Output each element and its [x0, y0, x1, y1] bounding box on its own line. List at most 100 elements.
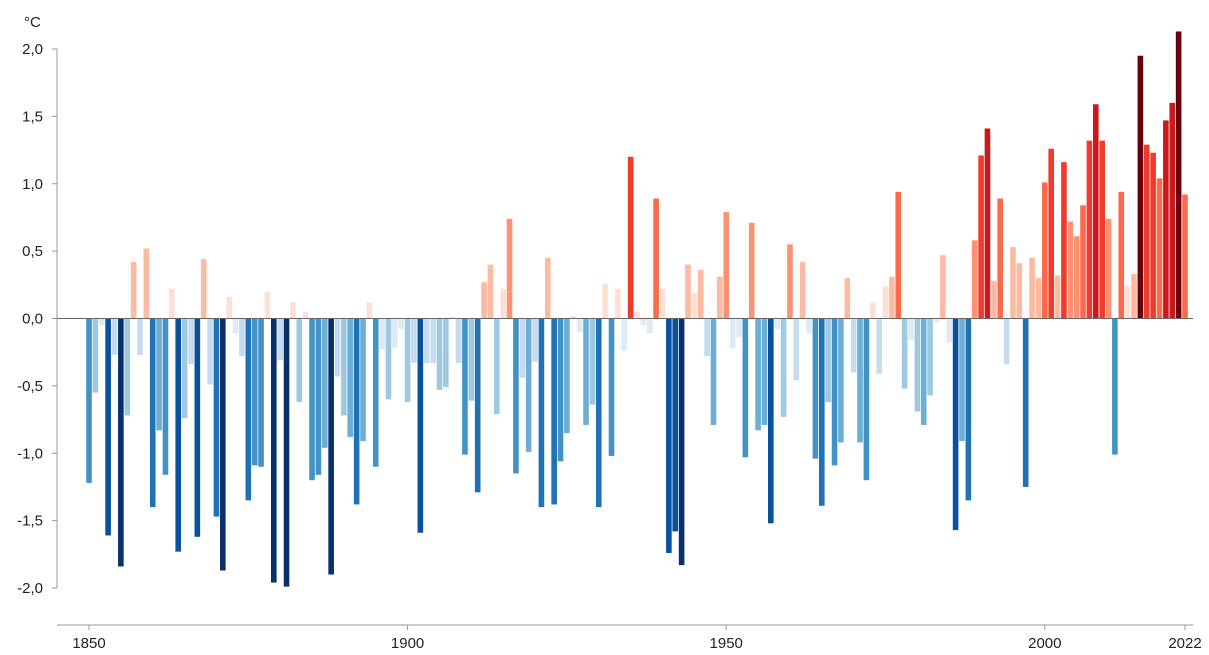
bar-2015 [1137, 55, 1144, 319]
y-axis-unit-label: °C [24, 14, 41, 31]
bar-1863 [169, 288, 175, 319]
bar-1960 [787, 244, 793, 319]
bar-1880 [277, 318, 283, 361]
x-tick-label: 2022 [1168, 635, 1201, 652]
bar-1895 [372, 318, 379, 467]
bar-2011 [1112, 318, 1118, 455]
bar-1929 [589, 318, 596, 405]
bar-1999 [1035, 278, 1042, 319]
bar-1915 [500, 288, 506, 319]
bar-1866 [188, 318, 194, 365]
bar-1994 [1003, 318, 1010, 365]
bar-1911 [474, 318, 481, 493]
bar-1870 [213, 318, 220, 517]
bar-1882 [290, 302, 296, 319]
bar-1964 [812, 318, 819, 459]
bar-1951 [729, 318, 736, 349]
x-tick-label: 2000 [1028, 635, 1061, 652]
bar-1957 [768, 318, 774, 524]
bar-1852 [98, 318, 105, 326]
bar-1860 [149, 318, 156, 508]
bar-2013 [1124, 286, 1131, 319]
bar-1850 [86, 318, 92, 483]
bar-1903 [423, 318, 430, 363]
y-tick-label: 1,0 [22, 176, 43, 193]
bar-1858 [137, 318, 143, 355]
bar-1931 [602, 283, 608, 319]
bar-1963 [806, 318, 812, 334]
bar-1869 [207, 318, 213, 385]
bar-1885 [309, 318, 315, 481]
bar-2016 [1143, 144, 1150, 319]
bar-1919 [525, 318, 532, 452]
x-tick-label: 1850 [72, 635, 105, 652]
bar-1888 [328, 318, 334, 575]
bar-1923 [551, 318, 557, 505]
bar-1976 [889, 276, 895, 319]
bar-2005 [1073, 236, 1080, 319]
bar-1855 [118, 318, 124, 567]
y-tick-label: -1,0 [17, 445, 43, 462]
bar-1968 [838, 318, 844, 443]
bar-1862 [162, 318, 169, 475]
bar-1875 [245, 318, 252, 501]
bar-1916 [506, 218, 513, 319]
bar-2019 [1163, 120, 1169, 319]
bar-1879 [270, 318, 277, 583]
bars-group [86, 31, 1188, 587]
bar-2018 [1156, 178, 1163, 319]
bar-1877 [258, 318, 264, 467]
bar-1989 [971, 240, 978, 319]
bar-1859 [143, 248, 150, 319]
bar-1914 [494, 318, 500, 415]
bar-1886 [315, 318, 322, 475]
bar-2012 [1118, 191, 1125, 319]
bar-1887 [321, 318, 328, 448]
bar-1996 [1016, 263, 1023, 319]
bar-1925 [564, 318, 570, 434]
bar-1861 [156, 318, 162, 431]
bar-1908 [455, 318, 462, 363]
x-tick-label: 1900 [391, 635, 424, 652]
bar-1966 [825, 318, 831, 403]
bar-1912 [481, 282, 487, 319]
bar-1868 [200, 259, 207, 319]
bar-1961 [793, 318, 800, 381]
bar-1854 [111, 318, 118, 355]
bar-1898 [392, 318, 398, 349]
bar-2008 [1092, 104, 1099, 319]
bar-1955 [755, 318, 761, 431]
bar-1962 [799, 261, 806, 319]
bar-1899 [398, 318, 405, 330]
x-tick-label: 1950 [710, 635, 743, 652]
x-axis: 1850 1900 1950 2000 2022 [57, 624, 1202, 652]
bar-1979 [908, 318, 914, 341]
bar-1981 [920, 318, 927, 425]
bar-1927 [576, 318, 583, 332]
bar-1937 [640, 318, 647, 326]
bar-1958 [774, 318, 780, 330]
bar-1975 [882, 286, 889, 319]
bar-1985 [946, 318, 953, 343]
bar-1977 [895, 191, 902, 319]
bar-1932 [608, 318, 615, 456]
bar-1991 [984, 128, 991, 319]
bar-1876 [251, 318, 258, 466]
bar-1872 [226, 296, 232, 319]
bar-1998 [1029, 257, 1035, 319]
bar-1941 [666, 318, 672, 553]
bar-1987 [959, 318, 965, 442]
bar-1946 [697, 269, 704, 319]
bar-1906 [443, 318, 449, 388]
bar-1995 [1010, 247, 1016, 319]
bar-1953 [742, 318, 749, 458]
bar-1945 [691, 292, 698, 319]
bar-1983 [933, 318, 940, 323]
bar-1986 [952, 318, 959, 531]
bar-1947 [704, 318, 710, 357]
bar-2002 [1054, 275, 1061, 319]
bar-2001 [1048, 148, 1054, 319]
bar-1971 [857, 318, 863, 443]
bar-2003 [1061, 162, 1067, 319]
bar-1922 [544, 257, 551, 319]
